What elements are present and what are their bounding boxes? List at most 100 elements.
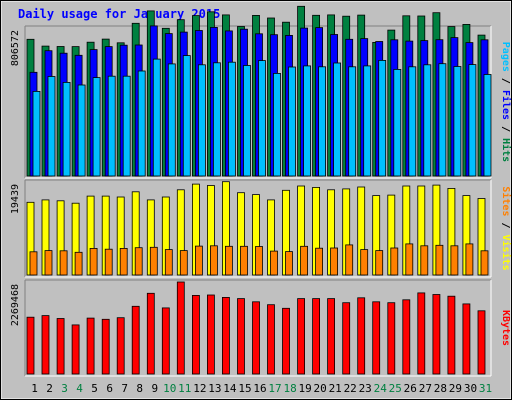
bar-sites-day-26	[405, 243, 414, 276]
x-tick-label-day-1: 1	[31, 382, 38, 395]
bar-sites-day-10	[164, 249, 173, 276]
y-tick-label: 2269468	[10, 284, 21, 326]
bar-pages-day-22	[348, 66, 357, 177]
bar-pages-day-17	[273, 73, 281, 177]
x-axis-labels: 1 2 3 4 5 6 7 8 9 10 11 12 13 14 15 16 17 18 19 20 21 22 23 24 2…	[31, 382, 492, 395]
bar-kbytes-day-21	[327, 298, 336, 375]
bar-pages-day-5	[92, 77, 101, 177]
bar-pages-day-1	[32, 91, 41, 177]
bar-kbytes-day-10	[161, 307, 170, 375]
bar-pages-day-27	[423, 64, 432, 177]
x-tick-label-day-13: 13	[208, 382, 221, 395]
bar-pages-day-11	[182, 55, 191, 177]
x-tick-label-day-4: 4	[76, 382, 83, 395]
x-tick-label-day-11: 11	[178, 382, 191, 395]
bar-sites-day-2	[44, 250, 53, 276]
bar-sites-day-8	[134, 247, 143, 276]
x-tick-label-day-17: 17	[268, 382, 281, 395]
bar-kbytes-day-8	[131, 305, 140, 375]
bar-pages-day-13	[212, 62, 221, 177]
x-tick-label-day-9: 9	[151, 382, 158, 395]
bar-kbytes-day-15	[237, 298, 245, 375]
bar-pages-day-4	[77, 84, 86, 177]
bar-kbytes-day-26	[402, 299, 411, 375]
bar-pages-day-15	[243, 65, 251, 177]
bar-pages-day-8	[137, 70, 146, 177]
x-tick-label-day-6: 6	[106, 382, 113, 395]
bar-kbytes-day-22	[342, 302, 351, 375]
panel-visits-sites: 19439 Sites / Visits	[10, 179, 512, 278]
x-tick-label-day-5: 5	[91, 382, 98, 395]
bar-sites-day-22	[345, 244, 354, 276]
bar-sites-day-28	[435, 244, 444, 276]
bar-sites-day-9	[149, 246, 158, 276]
chart-panels: 806572 Pages / Files / Hits 19439 Sites / V…	[10, 5, 512, 377]
bar-sites-day-13	[209, 245, 218, 276]
bar-kbytes-day-5	[86, 317, 95, 375]
legend-separator: /	[500, 120, 511, 138]
bar-sites-day-16	[255, 246, 263, 276]
x-tick-label-day-19: 19	[298, 382, 311, 395]
bar-pages-day-18	[288, 66, 296, 177]
bar-kbytes-day-24	[372, 301, 381, 375]
bar-sites-day-20	[315, 247, 324, 276]
bar-pages-day-19	[303, 65, 312, 177]
x-tick-label-day-14: 14	[223, 382, 237, 395]
bar-pages-day-12	[197, 64, 206, 177]
panel-kbytes: 2269468 KBytes	[10, 279, 511, 377]
legend-separator: /	[500, 216, 511, 234]
bar-kbytes-day-1	[26, 316, 35, 375]
bar-pages-day-31	[483, 74, 492, 177]
x-tick-label-day-21: 21	[329, 382, 342, 395]
legend-kbytes: KBytes	[500, 310, 511, 346]
bar-sites-day-4	[74, 251, 83, 276]
bar-sites-day-23	[360, 249, 369, 276]
bar-pages-day-14	[227, 61, 236, 177]
x-tick-label-day-2: 2	[46, 382, 53, 395]
legend-hits: Hits	[500, 138, 512, 162]
bar-sites-day-25	[390, 247, 399, 276]
bar-sites-day-17	[270, 250, 278, 276]
series-legend: Pages / Files / Hits	[500, 42, 512, 162]
y-tick-label: 806572	[10, 30, 21, 66]
bar-pages-day-10	[167, 63, 176, 177]
bar-sites-day-30	[465, 243, 474, 276]
bar-sites-day-29	[450, 245, 459, 276]
bar-kbytes-day-19	[297, 298, 306, 375]
bar-pages-day-6	[107, 75, 116, 177]
bar-kbytes-day-2	[41, 315, 50, 375]
bar-sites-day-7	[119, 247, 128, 276]
x-tick-label-day-25: 25	[389, 382, 402, 395]
panel-pages-files-hits: 806572 Pages / Files / Hits	[10, 5, 512, 179]
legend-separator: /	[500, 72, 511, 90]
legend-visits: Visits	[500, 235, 512, 271]
x-tick-label-day-24: 24	[374, 382, 388, 395]
bar-kbytes-day-11	[176, 281, 185, 375]
bar-kbytes-day-31	[477, 310, 486, 375]
bar-sites-day-5	[89, 247, 98, 276]
x-tick-label-day-30: 30	[464, 382, 477, 395]
legend-sites: Sites	[500, 186, 512, 216]
x-tick-label-day-7: 7	[121, 382, 128, 395]
bar-kbytes-day-29	[447, 295, 456, 375]
bar-pages-day-30	[468, 64, 477, 177]
bar-sites-day-15	[240, 245, 248, 276]
bar-sites-day-1	[29, 251, 38, 276]
x-tick-label-day-20: 20	[313, 382, 326, 395]
x-tick-label-day-27: 27	[419, 382, 432, 395]
bar-pages-day-26	[408, 66, 417, 177]
bar-kbytes-day-9	[146, 292, 155, 375]
bar-kbytes-day-6	[101, 318, 110, 375]
x-tick-label-day-23: 23	[359, 382, 372, 395]
bar-kbytes-day-14	[221, 296, 230, 375]
x-tick-label-day-10: 10	[163, 382, 176, 395]
bar-sites-day-31	[480, 250, 489, 276]
bar-kbytes-day-3	[56, 318, 65, 375]
bar-sites-day-12	[194, 245, 203, 276]
x-tick-label-day-12: 12	[193, 382, 206, 395]
bar-kbytes-day-30	[462, 303, 471, 375]
bar-sites-day-3	[59, 250, 68, 276]
bar-kbytes-day-16	[252, 301, 260, 375]
bar-kbytes-day-20	[312, 298, 321, 375]
bar-kbytes-day-12	[191, 294, 200, 375]
